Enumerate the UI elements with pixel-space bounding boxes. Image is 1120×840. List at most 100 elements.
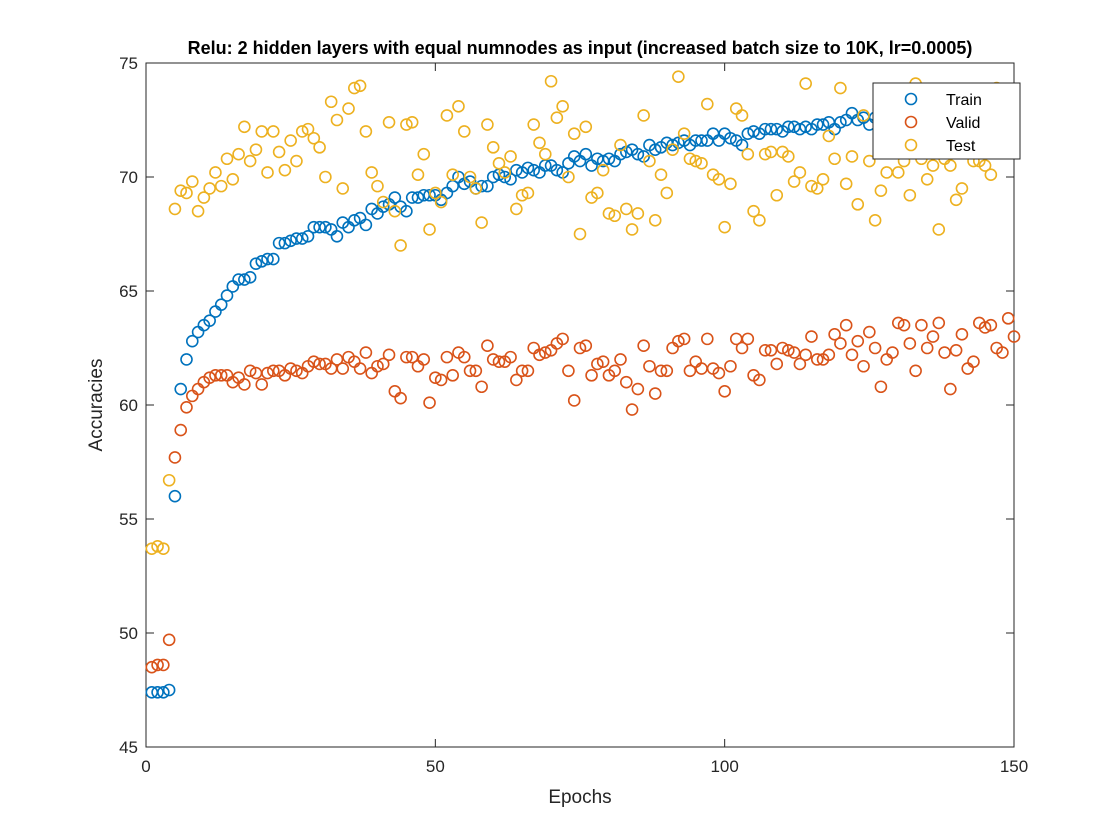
y-tick-label: 55	[119, 510, 138, 529]
data-point-test	[619, 202, 633, 216]
data-point-valid	[533, 348, 546, 362]
data-point-train	[816, 118, 830, 131]
data-point-test	[718, 220, 731, 234]
data-point-valid	[423, 396, 436, 410]
data-point-test	[452, 100, 465, 113]
data-point-valid	[400, 350, 413, 364]
data-point-valid	[330, 353, 344, 366]
data-point-valid	[255, 378, 269, 391]
data-point-test	[556, 100, 569, 113]
data-point-test	[330, 113, 344, 127]
data-point-test	[932, 223, 946, 236]
data-point-test	[608, 209, 622, 223]
data-point-test	[261, 166, 274, 179]
data-point-test	[226, 172, 240, 186]
y-tick-label: 75	[119, 54, 138, 73]
data-point-valid	[787, 346, 801, 359]
data-point-train	[162, 683, 176, 697]
y-tick-label: 50	[119, 624, 138, 643]
data-point-valid	[863, 325, 876, 339]
data-point-test	[440, 109, 454, 122]
data-point-train	[238, 273, 251, 286]
data-point-test	[660, 186, 674, 200]
series-layer	[145, 70, 1021, 699]
data-point-train	[214, 298, 228, 311]
data-point-valid	[776, 341, 789, 355]
data-point-test	[851, 198, 865, 211]
data-point-test	[793, 166, 807, 179]
data-point-valid	[868, 341, 882, 355]
data-point-valid	[284, 362, 297, 375]
data-point-test	[828, 152, 841, 166]
data-point-valid	[1001, 312, 1015, 325]
data-point-valid	[440, 350, 454, 364]
data-point-valid	[648, 387, 662, 400]
data-point-test	[272, 145, 286, 159]
data-point-valid	[486, 353, 500, 366]
legend-marker-train	[904, 92, 918, 106]
data-point-test	[336, 182, 350, 195]
data-point-train	[249, 257, 263, 270]
data-point-valid	[782, 343, 795, 357]
data-point-train	[272, 236, 286, 250]
data-point-valid	[556, 332, 569, 346]
data-point-test	[643, 154, 656, 168]
data-point-valid	[897, 318, 911, 332]
data-point-test	[463, 170, 477, 184]
data-point-train	[527, 163, 541, 177]
data-point-valid	[567, 394, 581, 407]
data-point-valid	[660, 364, 674, 378]
data-point-test	[220, 152, 234, 166]
data-point-valid	[353, 362, 367, 375]
data-point-valid	[394, 391, 407, 405]
data-point-valid	[336, 362, 350, 375]
legend-label-test: Test	[946, 138, 976, 155]
data-point-valid	[978, 321, 992, 334]
data-point-valid	[243, 364, 257, 378]
data-point-train	[411, 191, 425, 204]
data-point-test	[689, 154, 703, 168]
data-point-test	[324, 95, 338, 109]
data-point-valid	[151, 658, 164, 672]
data-point-valid	[619, 375, 633, 389]
chart-title: Relu: 2 hidden layers with equal numnode…	[188, 38, 973, 58]
data-point-valid	[608, 364, 622, 378]
data-point-valid	[805, 330, 818, 343]
data-point-valid	[573, 341, 587, 355]
data-point-train	[243, 271, 257, 284]
data-point-test	[209, 166, 222, 179]
legend: Train Valid Test	[872, 82, 1021, 160]
data-point-test	[550, 111, 564, 125]
data-point-test	[903, 188, 917, 202]
data-point-test	[214, 179, 228, 193]
data-point-test	[151, 540, 164, 553]
y-axis-label: Accuracies	[86, 359, 107, 452]
data-point-test	[185, 175, 199, 188]
data-point-test	[486, 141, 500, 154]
data-point-test	[834, 81, 847, 95]
data-point-test	[434, 195, 448, 209]
x-axis-label: Epochs	[548, 787, 611, 808]
data-point-test	[238, 120, 251, 134]
data-point-test	[394, 239, 407, 252]
data-point-valid	[510, 373, 523, 387]
data-point-test	[602, 207, 616, 220]
data-point-test	[631, 207, 645, 220]
data-point-valid	[469, 364, 483, 378]
data-point-train	[550, 163, 564, 177]
data-point-test	[741, 147, 755, 161]
data-point-test	[342, 102, 355, 115]
data-point-train	[301, 229, 315, 243]
data-point-valid	[683, 364, 697, 378]
data-point-test	[359, 125, 373, 138]
data-point-train	[648, 143, 662, 156]
data-point-train	[185, 334, 199, 348]
data-point-valid	[214, 369, 228, 382]
data-point-train	[764, 122, 778, 136]
data-point-train	[666, 138, 679, 152]
x-tick-label: 100	[710, 757, 738, 776]
data-point-valid	[643, 359, 656, 373]
data-point-valid	[463, 364, 477, 378]
data-point-test	[319, 170, 332, 184]
